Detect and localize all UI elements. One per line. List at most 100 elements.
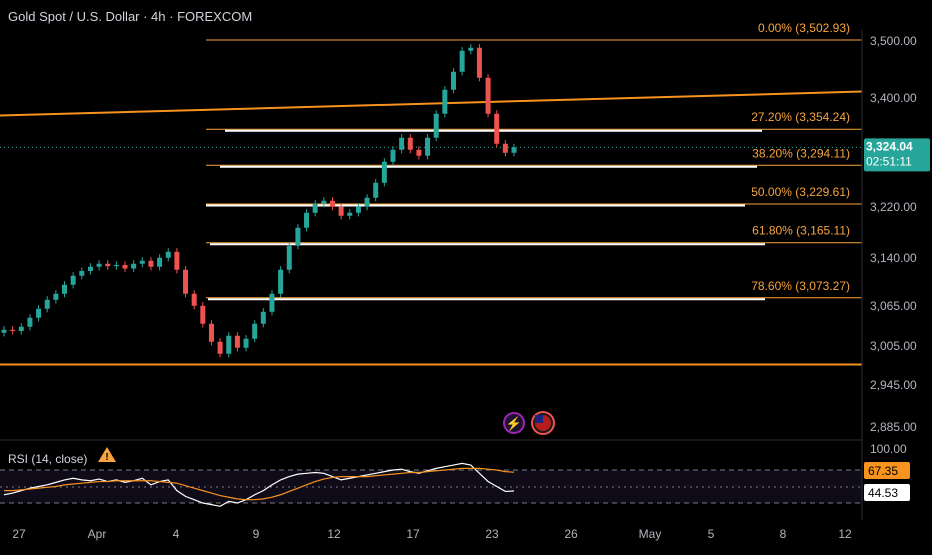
candle-body: [347, 212, 353, 216]
candle-body: [96, 263, 102, 267]
candle-body: [295, 227, 301, 246]
candle-body: [226, 335, 232, 354]
candle-body: [131, 263, 137, 269]
rsi-value-badge: [864, 462, 910, 479]
fib-level-label: 78.60% (3,073.27): [751, 279, 850, 293]
candle-body: [165, 251, 171, 258]
candle-body: [286, 245, 292, 270]
candle-body: [355, 206, 361, 213]
x-tick-label: 5: [708, 527, 715, 541]
candle-body: [234, 335, 240, 348]
candle-body: [183, 269, 189, 294]
chart-title: Gold Spot / U.S. Dollar · 4h · FOREXCOM: [8, 9, 253, 24]
candle-body: [217, 341, 223, 354]
rsi-scale-top: 100.00: [870, 442, 907, 456]
candle-body: [252, 323, 258, 339]
candle-body: [390, 149, 396, 162]
candle-body: [157, 257, 163, 267]
fib-level-label: 50.00% (3,229.61): [751, 185, 850, 199]
candle-body: [399, 137, 405, 150]
x-tick-label: 26: [564, 527, 578, 541]
candle-body: [87, 266, 93, 271]
x-tick-label: 8: [780, 527, 787, 541]
warning-icon: [98, 447, 116, 462]
x-tick-label: 9: [253, 527, 260, 541]
fib-level-label: 27.20% (3,354.24): [751, 110, 850, 124]
candle-body: [485, 77, 491, 114]
lightning-icon: [503, 412, 525, 434]
candle-body: [27, 317, 33, 327]
candle-body: [44, 299, 50, 309]
y-tick-label: 2,945.00: [870, 378, 917, 392]
y-tick-label: 3,500.00: [870, 34, 917, 48]
candle-body: [278, 269, 284, 294]
x-tick-label: 12: [327, 527, 341, 541]
y-tick-label: 3,005.00: [870, 339, 917, 353]
rsi-value-text: 67.35: [868, 464, 898, 478]
lightning-icon: ⚡: [506, 416, 522, 432]
y-tick-label: 3,065.00: [870, 299, 917, 313]
price-badge-value: 3,324.04: [866, 139, 913, 153]
rsi-line: [3, 462, 515, 507]
price-badge[interactable]: [864, 138, 930, 172]
x-tick-label: 23: [485, 527, 499, 541]
candle-body: [304, 212, 310, 228]
candle-body: [511, 147, 517, 153]
candle-body: [148, 260, 154, 267]
x-tick-label: 12: [838, 527, 852, 541]
rsi-ma-line: [4, 467, 515, 501]
candle-body: [122, 264, 128, 269]
candle-body: [450, 71, 456, 90]
y-tick-label: 3,400.00: [870, 91, 917, 105]
candle-body: [502, 143, 508, 153]
candle-body: [329, 200, 335, 207]
trendline: [0, 90, 863, 117]
rsi-label: RSI (14, close): [8, 452, 88, 466]
y-tick-label: 3,220.00: [870, 200, 917, 214]
candle-body: [10, 329, 16, 331]
candle-body: [476, 47, 482, 78]
candle-body: [105, 263, 111, 267]
x-tick-label: May: [639, 527, 662, 541]
candle-body: [425, 137, 431, 156]
x-tick-label: Apr: [88, 527, 107, 541]
candle-body: [260, 311, 266, 324]
us-flag-icon: [535, 415, 543, 423]
candle-body: [442, 89, 448, 114]
candle-body: [364, 197, 370, 207]
price-badge-countdown: 02:51:11: [866, 154, 912, 168]
candle-body: [459, 50, 465, 72]
candle-body: [62, 284, 68, 294]
rsi-ma-text: 44.53: [868, 486, 898, 500]
x-tick-label: 17: [406, 527, 420, 541]
candle-body: [433, 113, 439, 138]
candle-body: [243, 338, 249, 348]
candle-body: [208, 323, 214, 342]
candle-body: [468, 47, 474, 51]
x-tick-label: 4: [173, 527, 180, 541]
candle-body: [312, 203, 318, 213]
candle-body: [1, 329, 7, 333]
candle-body: [113, 264, 119, 267]
candle-body: [494, 113, 500, 144]
candle-body: [321, 200, 327, 204]
candle-body: [200, 305, 206, 324]
x-tick-label: 27: [12, 527, 26, 541]
rsi-band: [0, 470, 862, 503]
fib-level-label: 38.20% (3,294.11): [752, 146, 850, 160]
candle-body: [79, 270, 85, 276]
candle-body: [407, 137, 413, 150]
fib-level-label: 0.00% (3,502.93): [758, 21, 850, 35]
candle-body: [53, 293, 59, 300]
candle-body: [191, 293, 197, 306]
candle-body: [139, 260, 145, 264]
warning-icon: !: [105, 452, 108, 463]
candle-body: [373, 182, 379, 198]
y-tick-label: 2,885.00: [870, 420, 917, 434]
rsi-ma-badge: [864, 484, 910, 501]
candle-body: [36, 308, 42, 318]
fib-level-label: 61.80% (3,165.11): [752, 224, 850, 238]
candle-body: [338, 206, 344, 216]
